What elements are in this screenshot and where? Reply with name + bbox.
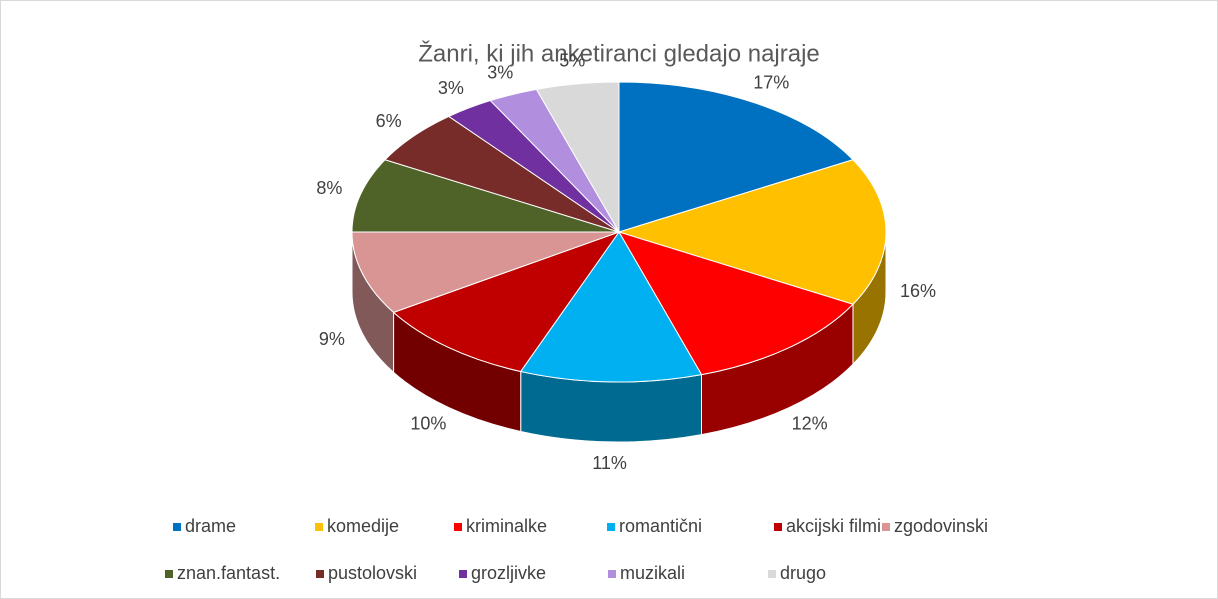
data-labels: 17% 16% 12% 11% 10% 9% 8% 6% 3% 3% 5% — [316, 50, 936, 473]
pie-slice — [535, 81, 620, 234]
data-label: 11% — [592, 453, 627, 473]
pie-slice — [519, 231, 703, 383]
data-label: 16% — [900, 281, 936, 301]
legend-label: pustolovski — [328, 563, 417, 583]
pie-slice — [351, 231, 620, 313]
legend-swatch — [607, 523, 615, 531]
legend-swatch — [173, 523, 181, 531]
pie-slice — [618, 81, 854, 233]
legend-swatch — [608, 570, 616, 578]
data-label: 12% — [792, 414, 828, 434]
data-label: 17% — [753, 72, 789, 92]
legend-swatch — [882, 523, 890, 531]
legend-label: komedije — [327, 516, 399, 536]
pie-slice — [617, 159, 887, 305]
legend-label: zgodovinski — [894, 516, 988, 536]
data-label: 6% — [376, 111, 402, 131]
data-label: 8% — [316, 178, 342, 198]
legend-swatch — [316, 570, 324, 578]
pie-tops — [351, 81, 887, 383]
pie-slice — [617, 231, 854, 376]
legend-swatch — [768, 570, 776, 578]
legend-label: kriminalke — [466, 516, 547, 536]
legend-swatch — [774, 523, 782, 531]
data-label: 5% — [559, 50, 585, 70]
legend-swatch — [315, 523, 323, 531]
legend-label: grozljivke — [471, 563, 546, 583]
legend-swatch — [459, 570, 467, 578]
pie-walls — [351, 231, 887, 443]
chart-title: Žanri, ki jih anketiranci gledajo najraj… — [418, 40, 820, 67]
data-label: 9% — [319, 329, 345, 349]
legend-label: romantični — [619, 516, 702, 536]
legend-swatch — [165, 570, 173, 578]
pie-slice — [351, 159, 620, 233]
legend: drame komedije kriminalke romantični akcijsk… — [165, 516, 988, 583]
data-label: 3% — [438, 78, 464, 98]
legend-swatch — [454, 523, 462, 531]
legend-label: akcijski filmi — [786, 516, 881, 536]
legend-label: drugo — [780, 563, 826, 583]
legend-label: muzikali — [620, 563, 685, 583]
legend-label: drame — [185, 516, 236, 536]
pie-slice — [392, 230, 621, 373]
legend-label: znan.fantast. — [177, 563, 280, 583]
data-label: 10% — [410, 414, 446, 434]
data-label: 3% — [487, 62, 513, 82]
